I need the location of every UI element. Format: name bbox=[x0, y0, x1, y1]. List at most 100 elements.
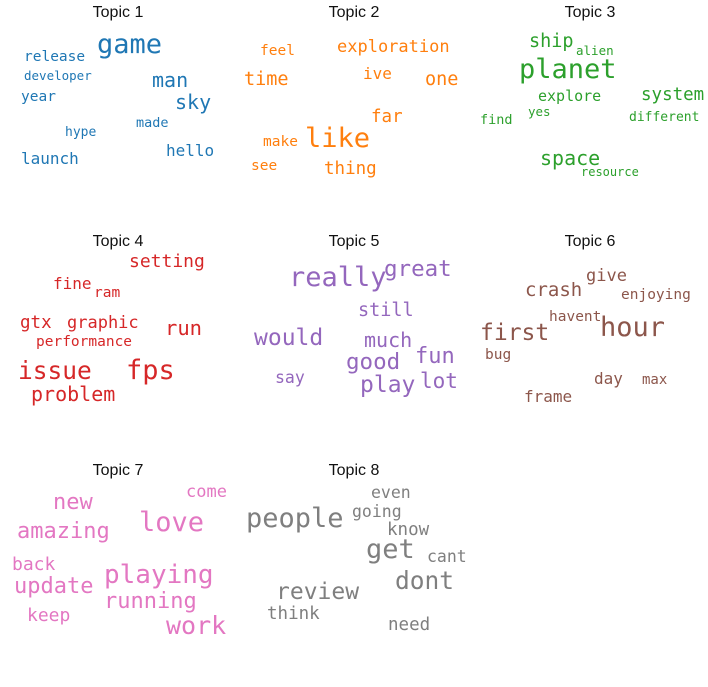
cloud-word: like bbox=[305, 123, 371, 154]
cloud-word: fun bbox=[415, 344, 455, 369]
cloud-word: ive bbox=[363, 64, 392, 83]
panel-title: Topic 5 bbox=[328, 233, 380, 250]
cloud-word: running bbox=[104, 589, 197, 614]
cloud-word: even bbox=[371, 483, 411, 502]
cloud-word: amazing bbox=[17, 519, 110, 544]
word-cloud: people even going know get cant dont rev… bbox=[236, 458, 472, 687]
cloud-word: enjoying bbox=[621, 287, 691, 303]
cloud-word: resource bbox=[581, 165, 639, 179]
cloud-word: fine bbox=[53, 274, 92, 293]
cloud-word: much bbox=[364, 328, 413, 352]
cloud-word: work bbox=[166, 611, 227, 640]
cloud-word: exploration bbox=[337, 37, 450, 57]
cloud-word: hello bbox=[166, 141, 215, 160]
cloud-word: get bbox=[366, 534, 415, 565]
cloud-word: crash bbox=[525, 279, 583, 301]
cloud-word: say bbox=[275, 368, 305, 387]
cloud-word: explore bbox=[538, 87, 602, 105]
topic-panel-7: Topic 7 love new come amazing playing ba… bbox=[0, 458, 236, 687]
cloud-word: need bbox=[388, 615, 431, 635]
cloud-word: year bbox=[21, 89, 56, 105]
cloud-word: hour bbox=[600, 312, 666, 343]
cloud-word: play bbox=[360, 372, 416, 398]
panel-title: Topic 3 bbox=[564, 4, 616, 21]
cloud-word: gtx bbox=[20, 313, 52, 333]
cloud-word: feel bbox=[260, 43, 295, 59]
cloud-word: run bbox=[165, 316, 203, 340]
cloud-word: make bbox=[263, 134, 298, 150]
cloud-word: far bbox=[371, 107, 403, 127]
cloud-word: first bbox=[480, 320, 550, 346]
cloud-word: different bbox=[629, 110, 700, 125]
topic-panel-1: Topic 1 game man sky release developer y… bbox=[0, 0, 236, 229]
cloud-word: find bbox=[480, 112, 513, 128]
topic-panel-3: Topic 3 planet ship alien system explore… bbox=[472, 0, 708, 229]
topic-panel-2: Topic 2 like exploration time one feel i… bbox=[236, 0, 472, 229]
panel-title: Topic 8 bbox=[328, 462, 380, 479]
cloud-word: made bbox=[136, 115, 169, 131]
panel-title: Topic 6 bbox=[564, 233, 616, 250]
panel-title: Topic 1 bbox=[92, 4, 144, 21]
cloud-word: thing bbox=[324, 159, 377, 179]
cloud-word: max bbox=[642, 372, 668, 388]
topic-panel-4: Topic 4 fps issue setting run fine ram g… bbox=[0, 229, 236, 458]
cloud-word: think bbox=[267, 604, 320, 624]
cloud-word: problem bbox=[31, 382, 116, 406]
cloud-word: hype bbox=[65, 125, 97, 140]
cloud-word: bug bbox=[485, 347, 512, 363]
cloud-word: still bbox=[358, 300, 414, 321]
word-cloud: love new come amazing playing back updat… bbox=[0, 458, 236, 687]
cloud-word: ram bbox=[94, 285, 121, 301]
cloud-word: update bbox=[14, 574, 94, 599]
cloud-word: love bbox=[139, 507, 205, 538]
word-cloud: game man sky release developer year made… bbox=[0, 0, 236, 229]
cloud-word: system bbox=[641, 85, 705, 105]
cloud-word: back bbox=[12, 554, 56, 575]
cloud-word: game bbox=[97, 29, 163, 60]
cloud-word: new bbox=[53, 490, 93, 515]
cloud-word: people bbox=[246, 503, 344, 534]
cloud-word: planet bbox=[519, 54, 617, 85]
cloud-word: see bbox=[251, 158, 278, 174]
topic-panel-6: Topic 6 hour first crash give enjoying h… bbox=[472, 229, 708, 458]
cloud-word: developer bbox=[24, 68, 92, 83]
cloud-word: launch bbox=[21, 149, 79, 168]
cloud-word: issue bbox=[18, 356, 92, 385]
cloud-word: keep bbox=[27, 605, 71, 626]
word-cloud: fps issue setting run fine ram gtx graph… bbox=[0, 229, 236, 458]
panel-title: Topic 4 bbox=[92, 233, 144, 250]
cloud-word: man bbox=[152, 68, 189, 92]
topic-panel-5: Topic 5 really great still would much fu… bbox=[236, 229, 472, 458]
cloud-word: know bbox=[387, 520, 430, 540]
cloud-word: performance bbox=[36, 334, 133, 350]
cloud-word: going bbox=[352, 502, 402, 521]
cloud-word: ship bbox=[529, 31, 574, 52]
cloud-word: space bbox=[540, 146, 601, 170]
cloud-word: frame bbox=[524, 387, 573, 406]
cloud-word: fps bbox=[126, 355, 175, 386]
cloud-word: setting bbox=[129, 251, 205, 272]
topic-panel-8: Topic 8 people even going know get cant … bbox=[236, 458, 472, 687]
cloud-word: playing bbox=[104, 560, 214, 590]
word-cloud: planet ship alien system explore yes fin… bbox=[472, 0, 708, 229]
cloud-word: really bbox=[289, 262, 387, 293]
cloud-word: lot bbox=[420, 369, 458, 393]
cloud-word: would bbox=[254, 325, 324, 351]
cloud-word: one bbox=[425, 69, 459, 90]
cloud-word: give bbox=[586, 266, 627, 286]
cloud-word: release bbox=[24, 49, 86, 65]
cloud-word: great bbox=[384, 256, 452, 282]
cloud-word: havent bbox=[549, 309, 602, 325]
cloud-word: day bbox=[594, 369, 623, 388]
cloud-word: good bbox=[346, 349, 401, 375]
cloud-word: cant bbox=[427, 547, 467, 566]
cloud-word: graphic bbox=[67, 313, 139, 333]
word-cloud: really great still would much fun good s… bbox=[236, 229, 472, 458]
cloud-word: sky bbox=[175, 90, 212, 114]
panel-title: Topic 7 bbox=[92, 462, 144, 479]
cloud-word: review bbox=[276, 579, 360, 605]
cloud-word: come bbox=[186, 482, 227, 502]
cloud-word: dont bbox=[395, 566, 455, 595]
cloud-word: alien bbox=[576, 43, 614, 58]
